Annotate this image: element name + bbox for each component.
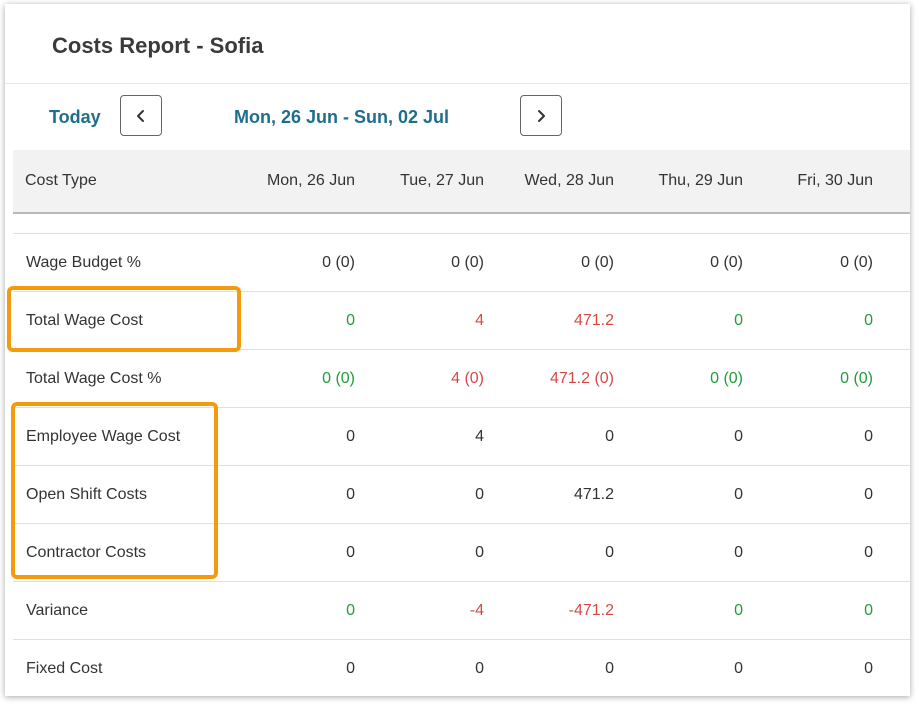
table-row-variance: Variance 0 -4 -471.2 0 0 bbox=[13, 582, 910, 640]
cost-value-cell: 0 bbox=[346, 602, 355, 619]
column-header-day[interactable]: Tue, 27 Jun bbox=[400, 172, 484, 189]
cost-value-cell: 0 bbox=[864, 660, 873, 677]
cost-value-cell: 0 (0) bbox=[581, 254, 614, 271]
column-header-day[interactable]: Fri, 30 Jun bbox=[797, 172, 873, 189]
cost-value-cell: 0 bbox=[864, 486, 873, 503]
row-label: Fixed Cost bbox=[26, 660, 103, 677]
cost-value-cell: 0 bbox=[346, 312, 355, 329]
cost-value-cell: 0 (0) bbox=[710, 254, 743, 271]
cost-value-cell: 471.2 bbox=[573, 486, 614, 503]
cost-value-cell: 0 (0) bbox=[322, 370, 355, 387]
cost-value-cell: 0 bbox=[475, 486, 484, 503]
cost-value-cell: 0 (0) bbox=[840, 370, 873, 387]
title-bar: Costs Report - Sofia bbox=[5, 4, 910, 84]
row-label: Employee Wage Cost bbox=[26, 428, 181, 445]
cost-value-cell: 0 (0) bbox=[322, 254, 355, 271]
today-button[interactable]: Today bbox=[49, 107, 101, 127]
table-row-wage-budget-pct: Wage Budget % 0 (0) 0 (0) 0 (0) 0 (0) 0 (0) bbox=[13, 234, 910, 292]
cost-value-cell: -471.2 bbox=[568, 602, 614, 619]
table-row-total-wage-cost-pct: Total Wage Cost % 0 (0) 4 (0) 471.2 (0) 0 (0… bbox=[13, 350, 910, 408]
cost-value-cell: 4 bbox=[475, 428, 484, 445]
cost-value-cell: 471.2 bbox=[573, 312, 614, 329]
cost-value-cell: 0 bbox=[734, 428, 743, 445]
column-header-day[interactable]: Mon, 26 Jun bbox=[266, 172, 355, 189]
row-label: Contractor Costs bbox=[26, 544, 147, 561]
column-header-day[interactable]: Wed, 28 Jun bbox=[524, 172, 614, 189]
row-label: Open Shift Costs bbox=[26, 486, 147, 503]
column-header-day[interactable]: Thu, 29 Jun bbox=[658, 172, 744, 189]
cost-value-cell: 0 bbox=[864, 544, 873, 561]
cost-value-cell: 0 bbox=[734, 602, 743, 619]
next-week-button[interactable] bbox=[520, 95, 562, 136]
table-row-employee-wage-cost: Employee Wage Cost 0 4 0 0 0 bbox=[13, 408, 910, 466]
cost-value-cell: 4 bbox=[475, 312, 484, 329]
cost-value-cell: 471.2 (0) bbox=[549, 370, 614, 387]
cost-value-cell: 0 (0) bbox=[840, 254, 873, 271]
cost-value-cell: 0 bbox=[605, 428, 614, 445]
cost-value-cell: 0 bbox=[475, 660, 484, 677]
cost-value-cell: 0 bbox=[605, 544, 614, 561]
cost-value-cell: 0 bbox=[864, 602, 873, 619]
cost-value-cell: 0 bbox=[346, 428, 355, 445]
table-row-open-shift-costs: Open Shift Costs 0 0 471.2 0 0 bbox=[13, 466, 910, 524]
page-title: Costs Report - Sofia bbox=[52, 33, 264, 58]
date-navigation: Today Mon, 26 Jun - Sun, 02 Jul bbox=[13, 84, 910, 150]
cost-value-cell: 0 bbox=[734, 312, 743, 329]
chevron-right-icon bbox=[538, 109, 545, 122]
row-label: Total Wage Cost bbox=[26, 312, 143, 329]
table-row-contractor-costs: Contractor Costs 0 0 0 0 0 bbox=[13, 524, 910, 582]
date-range-label[interactable]: Mon, 26 Jun - Sun, 02 Jul bbox=[234, 107, 450, 127]
table-row-fixed-cost: Fixed Cost 0 0 0 0 0 bbox=[13, 640, 910, 696]
cost-value-cell: -4 bbox=[469, 602, 484, 619]
cost-value-cell: 0 bbox=[864, 312, 873, 329]
cost-value-cell: 0 bbox=[346, 544, 355, 561]
cost-value-cell: 0 bbox=[864, 428, 873, 445]
row-label: Wage Budget % bbox=[26, 254, 142, 271]
cost-value-cell: 0 (0) bbox=[710, 370, 743, 387]
previous-week-button[interactable] bbox=[120, 95, 162, 136]
cost-value-cell: 0 bbox=[605, 660, 614, 677]
column-header-cost-type[interactable]: Cost Type bbox=[25, 172, 97, 189]
cost-value-cell: 0 bbox=[346, 660, 355, 677]
cost-value-cell: 0 (0) bbox=[451, 254, 484, 271]
row-label: Total Wage Cost % bbox=[26, 370, 162, 387]
cost-value-cell: 0 bbox=[346, 486, 355, 503]
table-row-total-wage-cost: Total Wage Cost 0 4 471.2 0 0 bbox=[13, 292, 910, 350]
table-spacer-row bbox=[13, 214, 910, 234]
costs-report-panel: Costs Report - Sofia Today Mon, 26 Jun -… bbox=[5, 4, 910, 696]
row-label: Variance bbox=[26, 602, 88, 619]
cost-value-cell: 0 bbox=[475, 544, 484, 561]
cost-value-cell: 0 bbox=[734, 660, 743, 677]
cost-value-cell: 4 (0) bbox=[451, 370, 484, 387]
chevron-left-icon bbox=[137, 109, 144, 122]
table-header: Cost Type Mon, 26 Jun Tue, 27 Jun Wed, 2… bbox=[13, 150, 910, 214]
cost-value-cell: 0 bbox=[734, 486, 743, 503]
cost-value-cell: 0 bbox=[734, 544, 743, 561]
